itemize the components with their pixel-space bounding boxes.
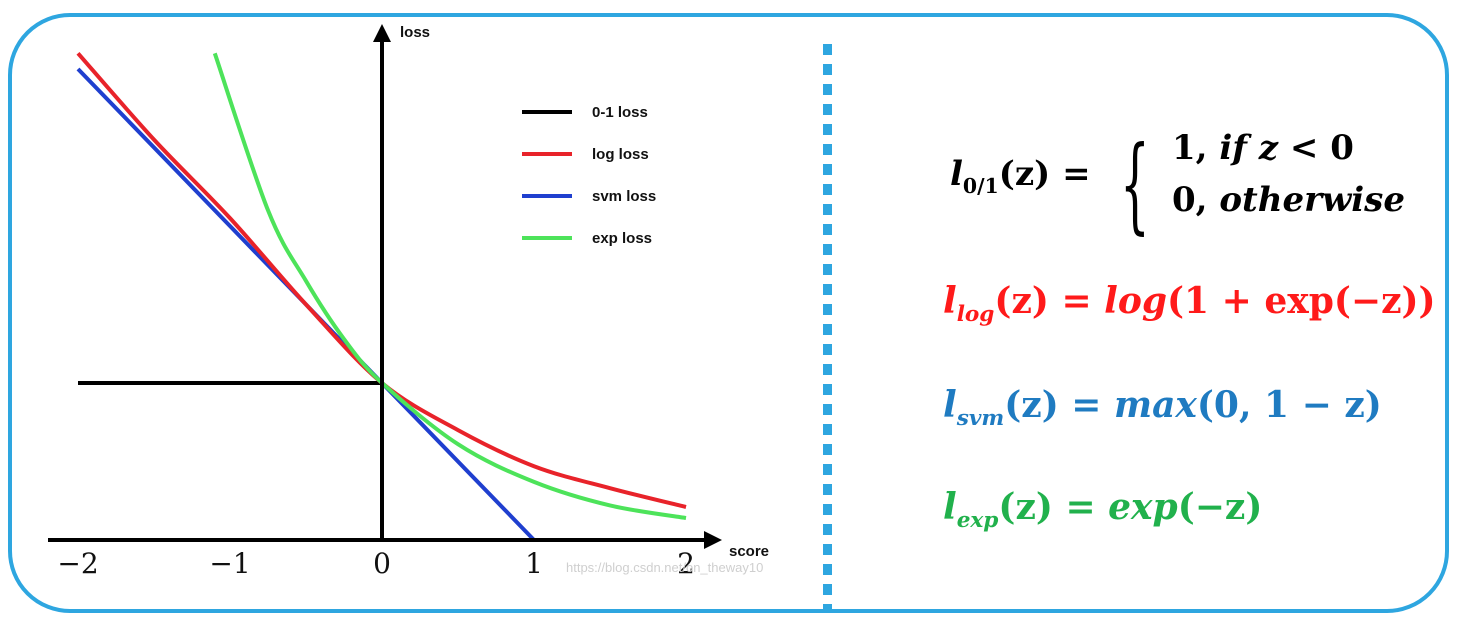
zero-one-lhs: l0/1(z) = [950, 154, 1091, 198]
x-axis-arrow [704, 531, 722, 549]
y-axis-arrow [373, 24, 391, 42]
x-tick-label: 2 [677, 547, 695, 580]
x-tick-label: 0 [373, 547, 391, 580]
rounded-frame [8, 13, 1449, 613]
loss-chart: loss score −2 −1 0 1 2 0-1 loss log loss svm l… [48, 24, 769, 580]
left-brace: { [1120, 123, 1150, 245]
case-one: 1, if z < 0 [1172, 128, 1354, 168]
equation-exp-loss: lexp(z) = exp(−z) [943, 486, 1263, 534]
legend: 0-1 loss log loss svm loss exp loss [522, 104, 656, 247]
case-otherwise: 0, otherwise [1172, 180, 1405, 220]
dotted-divider [823, 44, 832, 610]
y-axis-label: loss [400, 24, 430, 41]
equation-log-loss: llog(z) = log(1 + exp(−z)) [943, 280, 1436, 328]
tick-labels: −2 −1 0 1 2 [57, 547, 695, 580]
axes-layer: loss score [48, 24, 769, 560]
x-tick-label: −1 [209, 547, 250, 580]
equation-svm-loss: lsvm(z) = max(0, 1 − z) [943, 384, 1382, 432]
legend-label-svm-loss: svm loss [592, 188, 656, 205]
legend-label-exp-loss: exp loss [592, 230, 652, 247]
x-axis-label: score [729, 543, 769, 560]
legend-label-0-1-loss: 0-1 loss [592, 104, 648, 121]
legend-label-log-loss: log loss [592, 146, 649, 163]
watermark: https://blog.csdn.net/on_theway10 [566, 560, 764, 575]
x-tick-label: 1 [525, 547, 543, 580]
x-tick-label: −2 [57, 547, 98, 580]
